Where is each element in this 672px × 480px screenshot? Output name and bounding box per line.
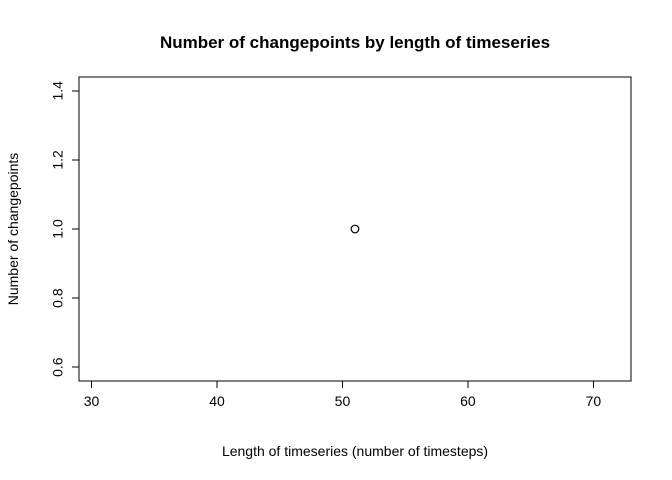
x-axis: 30 40 50 60 70 (84, 380, 602, 409)
plot-area-border (78, 76, 632, 382)
x-axis-label: Length of timeseries (number of timestep… (222, 443, 488, 459)
chart-title: Number of changepoints by length of time… (160, 33, 550, 52)
x-tick-label: 70 (586, 393, 602, 409)
x-tick-label: 30 (84, 393, 100, 409)
y-tick-label: 0.8 (50, 288, 66, 308)
y-axis-label: Number of changepoints (5, 153, 21, 306)
y-tick-label: 0.6 (50, 357, 66, 377)
y-tick-label: 1.4 (50, 81, 66, 101)
x-tick-label: 60 (460, 393, 476, 409)
x-tick-label: 40 (209, 393, 225, 409)
y-axis: 0.6 0.8 1.0 1.2 1.4 (50, 81, 80, 377)
data-points (350, 224, 360, 234)
data-point (350, 224, 360, 234)
y-tick-label: 1.2 (50, 150, 66, 170)
y-tick-label: 1.0 (50, 219, 66, 239)
x-tick-label: 50 (335, 393, 351, 409)
